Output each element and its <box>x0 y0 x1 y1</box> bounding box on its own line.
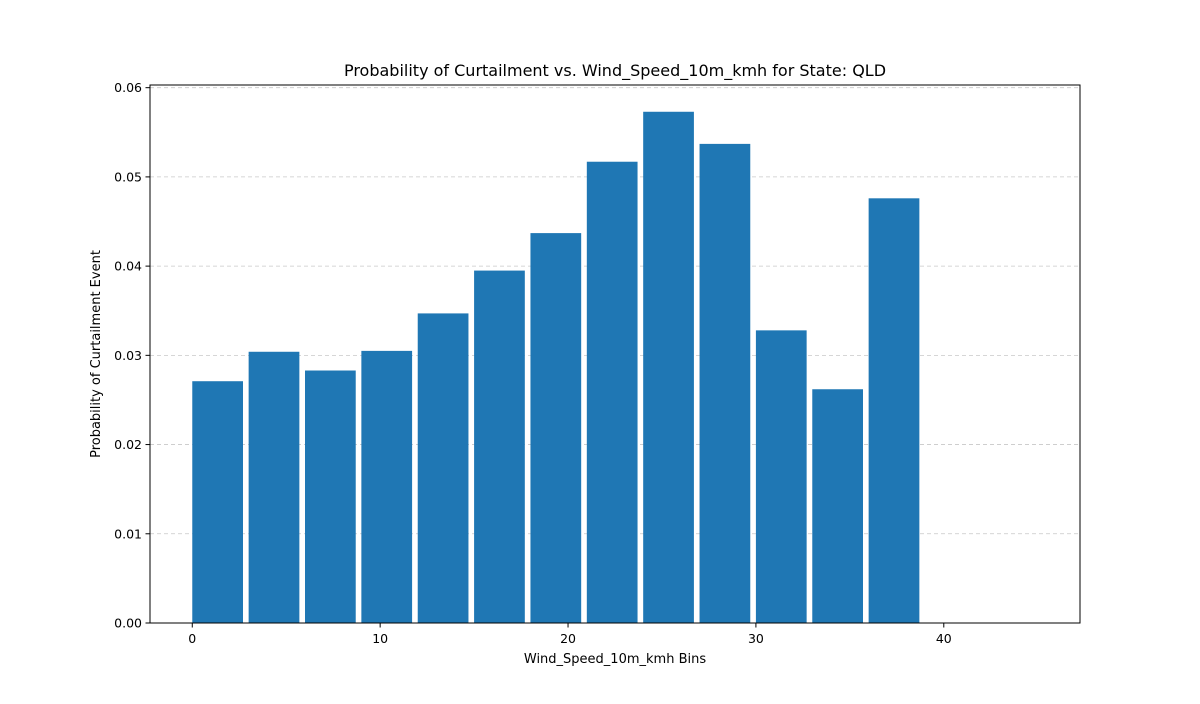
y-tick-label: 0.02 <box>114 437 142 452</box>
y-tick-label: 0.06 <box>114 80 142 95</box>
bar <box>192 381 243 623</box>
x-axis: 0 10 20 30 40 <box>188 623 952 646</box>
x-tick-label: 40 <box>936 631 952 646</box>
plot-frame <box>149 84 1081 624</box>
x-tick-label: 10 <box>372 631 388 646</box>
bar <box>586 161 638 624</box>
bar <box>812 389 863 623</box>
bar <box>643 111 694 623</box>
y-tick-label: 0.04 <box>114 259 142 274</box>
bar <box>248 351 300 623</box>
bar <box>699 143 751 624</box>
bar <box>474 270 525 623</box>
y-tick-label: 0.01 <box>114 526 142 541</box>
y-tick-label: 0.03 <box>114 348 142 363</box>
chart-title: Probability of Curtailment vs. Wind_Spee… <box>344 61 886 81</box>
bar <box>305 370 356 623</box>
x-tick-label: 0 <box>188 631 196 646</box>
x-tick-label: 30 <box>748 631 764 646</box>
y-axis-label: Probability of Curtailment Event <box>89 250 104 458</box>
bar <box>755 330 807 623</box>
x-tick-label: 20 <box>560 631 576 646</box>
bar <box>361 350 413 623</box>
bar <box>417 313 469 623</box>
x-axis-label: Wind_Speed_10m_kmh Bins <box>524 652 706 667</box>
bar <box>530 233 582 623</box>
y-tick-label: 0.05 <box>114 169 142 184</box>
bar <box>868 198 920 623</box>
y-axis: 0.00 0.01 0.02 0.03 0.04 0.05 0.06 <box>114 80 150 631</box>
y-tick-label: 0.00 <box>114 616 142 631</box>
bars <box>192 111 920 624</box>
